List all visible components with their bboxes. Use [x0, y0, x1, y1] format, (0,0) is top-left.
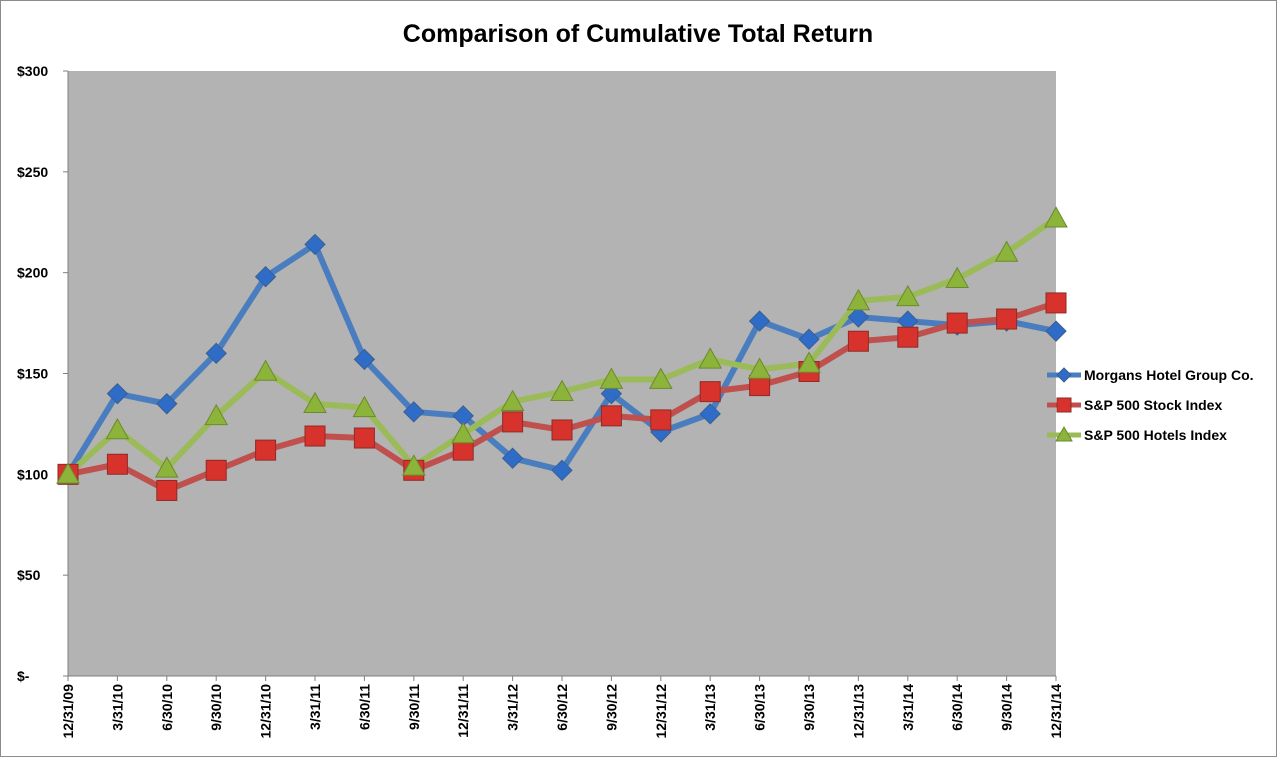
- data-point: [847, 306, 870, 328]
- x-tick-label: 9/30/11: [406, 684, 422, 730]
- data-point: [648, 367, 673, 389]
- series-layer: [56, 206, 1068, 501]
- x-tick-label: 12/31/13: [850, 684, 866, 739]
- x-tick-label: 3/31/12: [505, 684, 521, 731]
- data-point: [748, 310, 771, 332]
- y-tick-label: $300: [17, 63, 48, 79]
- data-point: [156, 393, 178, 415]
- legend-item: S&P 500 Stock Index: [1047, 397, 1222, 413]
- data-point: [747, 357, 772, 379]
- data-point: [304, 233, 326, 256]
- legend-marker: [1055, 425, 1073, 442]
- data-point: [255, 439, 277, 461]
- data-point: [650, 409, 672, 431]
- y-tick-label: $150: [17, 366, 48, 382]
- data-point: [996, 308, 1018, 330]
- data-point: [945, 266, 970, 289]
- x-tick-label: 12/31/14: [1048, 684, 1064, 739]
- data-point: [550, 379, 574, 401]
- data-point: [847, 330, 869, 352]
- data-point: [1045, 292, 1067, 314]
- data-point: [401, 454, 426, 476]
- data-point: [551, 459, 573, 482]
- y-tick-label: $100: [17, 466, 48, 482]
- data-point: [1045, 320, 1067, 342]
- data-point: [352, 395, 377, 418]
- y-tick-label: $250: [17, 164, 48, 180]
- data-point: [205, 342, 227, 365]
- y-axis: $- $50 $100 $150 $200 $250 $300: [17, 63, 69, 684]
- data-point: [895, 284, 920, 307]
- data-point: [105, 417, 130, 440]
- data-point: [846, 288, 871, 311]
- data-point: [254, 265, 277, 288]
- data-point: [106, 453, 128, 475]
- data-point: [154, 456, 179, 478]
- legend: Morgans Hotel Group Co. S&P 500 Stock Ind…: [1047, 367, 1254, 443]
- x-tick-label: 9/30/12: [603, 684, 619, 731]
- x-tick-label: 6/30/10: [159, 684, 175, 731]
- series-markers-2: [57, 292, 1067, 501]
- data-point: [1044, 206, 1068, 228]
- y-tick-label: $-: [17, 668, 30, 684]
- data-point: [205, 459, 227, 481]
- legend-item: S&P 500 Hotels Index: [1047, 425, 1227, 443]
- x-tick-label: 6/30/14: [949, 684, 965, 731]
- x-tick-label: 12/31/12: [653, 684, 669, 739]
- data-point: [699, 403, 721, 425]
- x-tick-label: 6/30/12: [554, 684, 570, 731]
- data-point: [156, 479, 178, 501]
- data-point: [698, 347, 723, 369]
- x-tick-label: 6/30/11: [356, 684, 372, 730]
- legend-label: S&P 500 Stock Index: [1084, 397, 1222, 413]
- data-point: [304, 425, 326, 447]
- x-axis: 12/31/09 3/31/10 6/30/10 9/30/10 12/31/10 3/3…: [60, 675, 1064, 739]
- data-point: [353, 348, 376, 371]
- x-tick-label: 12/31/11: [455, 684, 471, 738]
- data-point: [501, 447, 524, 469]
- chart-title: Comparison of Cumulative Total Return: [403, 20, 873, 48]
- data-point: [797, 351, 821, 373]
- data-point: [994, 240, 1019, 262]
- data-point: [502, 411, 524, 433]
- x-tick-label: 3/31/11: [307, 684, 323, 730]
- data-point: [253, 359, 278, 381]
- data-point: [600, 405, 622, 427]
- legend-label: S&P 500 Hotels Index: [1084, 427, 1227, 443]
- x-tick-label: 3/31/10: [109, 684, 125, 731]
- data-point: [599, 367, 624, 389]
- series-markers-3: [56, 206, 1068, 484]
- data-point: [798, 328, 820, 350]
- y-tick-label: $200: [17, 265, 48, 281]
- data-point: [946, 312, 968, 334]
- legend-marker: [1056, 367, 1072, 383]
- data-point: [56, 462, 80, 484]
- data-point: [303, 391, 327, 414]
- plot-area: [68, 71, 1056, 676]
- x-tick-label: 9/30/13: [801, 684, 817, 731]
- data-point: [500, 389, 525, 412]
- x-tick-label: 12/31/09: [60, 684, 76, 739]
- x-tick-label: 9/30/10: [208, 684, 224, 731]
- x-tick-label: 3/31/14: [900, 684, 916, 731]
- data-point: [551, 419, 573, 441]
- y-tick-label: $50: [17, 567, 41, 583]
- data-point: [204, 403, 229, 426]
- x-tick-label: 12/31/10: [258, 684, 274, 739]
- x-tick-label: 3/31/13: [702, 684, 718, 731]
- x-tick-label: 6/30/13: [752, 684, 768, 731]
- data-point: [353, 427, 375, 449]
- data-point: [106, 382, 129, 405]
- data-point: [699, 381, 721, 403]
- data-point: [897, 326, 919, 348]
- data-point: [451, 421, 476, 444]
- legend-label: Morgans Hotel Group Co.: [1084, 367, 1254, 383]
- data-point: [403, 401, 425, 423]
- legend-item: Morgans Hotel Group Co.: [1047, 367, 1254, 383]
- x-tick-label: 9/30/14: [999, 684, 1015, 731]
- legend-marker: [1056, 397, 1072, 413]
